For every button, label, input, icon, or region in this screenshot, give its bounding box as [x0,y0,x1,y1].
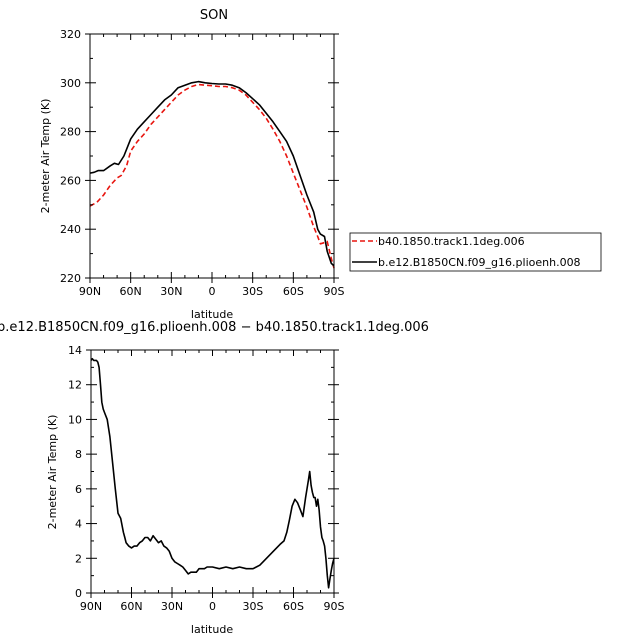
bottom-chart-y-tick-label: 14 [68,344,82,357]
top-chart-x-tick-label: 30S [242,285,263,298]
top-chart-x-axis-label: latitude [191,308,233,321]
top-chart-series-line-solid-1 [89,80,335,267]
bottom-chart-y-tick-label: 6 [75,483,82,496]
bottom-chart-y-tick-label: 4 [75,518,82,531]
top-chart-legend: b40.1850.track1.1deg.006 b.e12.B1850CN.f… [349,232,602,272]
bottom-chart-y-tick-label: 8 [75,448,82,461]
top-chart-x-tick-label: 0 [209,285,216,298]
top-chart-y-tick-label: 220 [60,272,81,285]
bottom-chart-x-axis-label: latitude [191,623,233,636]
bottom-chart-difference: b.e12.B1850CN.f09_g16.plioenh.008 − b40.… [0,320,429,636]
top-chart-x-tick-label: 60N [120,285,142,298]
top-chart-x-tick-label: 90S [324,285,345,298]
top-chart-x-tick-label: 30N [160,285,182,298]
legend-label-plioenh: b.e12.B1850CN.f09_g16.plioenh.008 [378,256,581,269]
top-chart-series-line-dashed-0 [89,83,335,269]
bottom-chart-y-tick-label: 12 [68,379,82,392]
top-chart-x-tick-label: 90N [79,285,101,298]
bottom-chart-plot-frame [90,349,335,594]
bottom-chart-axes: 90N 60N 30N 0 30S 60S 90S 0 2 4 6 8 10 12 14 [68,344,345,613]
bottom-chart-title: b.e12.B1850CN.f09_g16.plioenh.008 − b40.… [0,320,429,335]
bottom-chart-x-tick-label: 60N [120,600,142,613]
legend-label-b40: b40.1850.track1.1deg.006 [378,235,525,248]
top-chart-y-tick-label: 260 [60,174,81,187]
top-chart-plot-frame [89,33,335,279]
top-chart-y-tick-label: 280 [60,126,81,139]
top-chart-son: SON 90N 60N 30N 0 30S 60S 90S 220 240 260 280 300 32… [39,8,602,321]
top-chart-y-tick-label: 320 [60,28,81,41]
top-chart-x-tick-label: 60S [283,285,304,298]
bottom-chart-x-tick-label: 30N [161,600,183,613]
bottom-chart-series-group [90,357,335,589]
top-chart-y-axis-label: 2-meter Air Temp (K) [39,99,52,214]
bottom-chart-y-tick-label: 10 [68,413,82,426]
bottom-chart-x-tick-label: 30S [243,600,264,613]
top-chart-axes: 90N 60N 30N 0 30S 60S 90S 220 240 260 280 300 320 [60,28,345,298]
bottom-chart-y-axis-label: 2-meter Air Temp (K) [46,415,59,530]
legend-box [349,232,602,272]
bottom-chart-y-tick-label: 2 [75,552,82,565]
bottom-chart-series-line-solid-0 [90,357,335,589]
bottom-chart-y-tick-label: 0 [75,587,82,600]
top-chart-series-group [89,80,335,269]
top-chart-title: SON [200,8,228,23]
top-chart-y-tick-label: 240 [60,223,81,236]
top-chart-y-tick-label: 300 [60,77,81,90]
bottom-chart-x-tick-label: 60S [283,600,304,613]
bottom-chart-x-tick-label: 90N [80,600,102,613]
bottom-chart-x-tick-label: 90S [324,600,345,613]
bottom-chart-x-tick-label: 0 [209,600,216,613]
